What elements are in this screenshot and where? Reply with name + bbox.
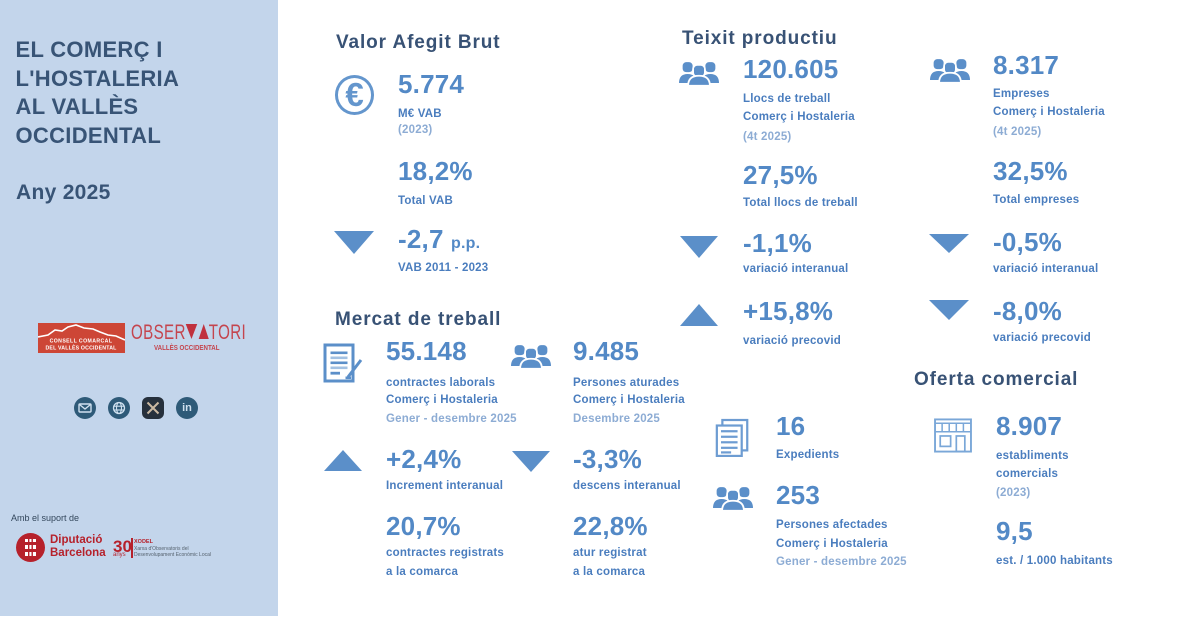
svg-text:CONSELL COMARCAL: CONSELL COMARCAL bbox=[50, 339, 113, 345]
svg-text:DEL VALLÈS OCCIDENTAL: DEL VALLÈS OCCIDENTAL bbox=[45, 344, 117, 352]
